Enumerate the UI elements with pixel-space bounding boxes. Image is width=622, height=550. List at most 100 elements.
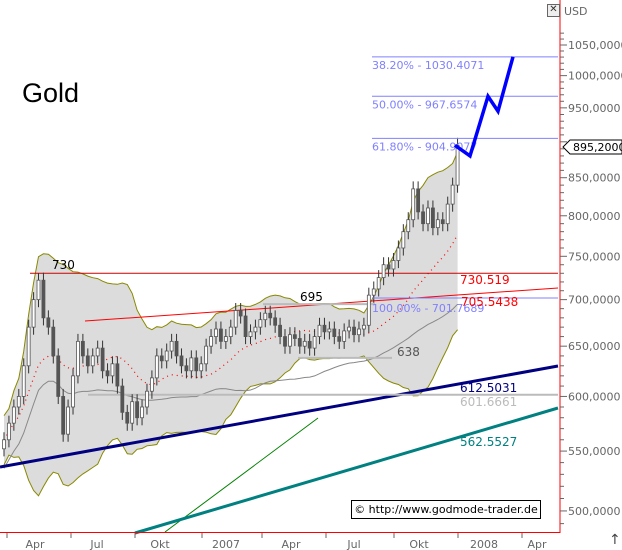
candle	[154, 348, 159, 386]
candle-body	[90, 355, 95, 367]
candle-body	[189, 357, 194, 372]
y-tick-label: 800,0000	[568, 210, 621, 223]
candle	[71, 368, 75, 415]
candle-body	[46, 317, 51, 328]
candle	[268, 305, 273, 326]
candle-body	[243, 315, 248, 337]
candle-body	[214, 328, 218, 337]
candle	[317, 317, 322, 345]
scroll-up-arrow-icon[interactable]: ↑	[609, 532, 621, 548]
candle-body	[164, 350, 169, 362]
candle	[248, 324, 253, 345]
candle-body	[223, 336, 228, 342]
candle-body	[258, 319, 263, 328]
candle-body	[66, 406, 70, 435]
candle-body	[297, 338, 302, 347]
candles	[2, 137, 460, 457]
candle	[66, 399, 70, 442]
candle-body	[233, 310, 238, 328]
candle	[322, 317, 327, 340]
lower-band	[3, 329, 458, 497]
x-tick-label: Jul	[89, 538, 103, 550]
candle	[36, 273, 41, 308]
candle	[194, 350, 199, 379]
candle	[31, 292, 36, 335]
candle	[342, 323, 347, 349]
candle-body	[159, 355, 164, 362]
candle-body	[268, 312, 273, 319]
candle-body	[219, 328, 223, 342]
navy-trendline	[0, 364, 559, 469]
candle-body	[352, 326, 356, 336]
candle-body	[41, 279, 46, 319]
candle	[219, 321, 223, 349]
candle-body	[95, 347, 100, 357]
candle	[189, 350, 194, 379]
candle	[100, 340, 105, 379]
candle-body	[307, 340, 312, 349]
candle-body	[85, 355, 90, 367]
candle	[440, 212, 445, 232]
candle	[140, 399, 144, 426]
candle-body	[71, 375, 75, 408]
candle-body	[209, 336, 213, 347]
candle-body	[401, 231, 406, 249]
candle-body	[194, 357, 199, 372]
candle-body	[366, 294, 371, 326]
candle	[450, 177, 455, 212]
annotations: 730 695 638 730.519 705.5438 612.5031 60…	[52, 258, 518, 449]
candle	[426, 200, 430, 232]
candle	[174, 333, 179, 364]
candle	[401, 224, 406, 256]
candle	[149, 370, 154, 399]
candle-body	[228, 326, 233, 337]
candle-body	[7, 422, 11, 441]
candle-body	[125, 411, 130, 424]
candle	[352, 319, 356, 343]
candle-body	[253, 326, 258, 333]
candle	[16, 388, 21, 415]
candle-body	[31, 299, 36, 328]
candle-body	[179, 355, 184, 367]
candle-body	[416, 188, 421, 213]
candle	[95, 340, 100, 364]
candle-body	[342, 330, 347, 342]
y-tick-label: 700,0000	[568, 294, 621, 307]
candle-body	[16, 396, 21, 408]
candle-body	[381, 264, 386, 278]
candle	[125, 404, 130, 431]
candle	[110, 356, 115, 384]
close-button[interactable]: ✕	[547, 4, 560, 17]
projection-line	[453, 56, 515, 159]
candle	[115, 356, 120, 394]
candle	[416, 181, 421, 220]
candle	[435, 212, 440, 236]
candle	[283, 329, 287, 354]
candle-body	[411, 188, 416, 221]
candle-body	[357, 328, 361, 336]
candle	[357, 321, 361, 343]
candle	[120, 378, 125, 420]
static-lines	[0, 287, 559, 535]
candle-body	[371, 288, 376, 296]
current-price-tag: 895,2000	[562, 139, 622, 155]
candle-body	[105, 370, 110, 377]
red-line-label: 730.519	[460, 273, 510, 287]
candle-body	[140, 406, 144, 419]
horizontal-levels	[30, 272, 558, 396]
candle-body	[337, 336, 342, 342]
candle-body	[391, 260, 396, 270]
candle	[381, 257, 386, 286]
candle	[223, 329, 228, 349]
candle	[179, 348, 184, 374]
teal-trend-label: 562.5527	[460, 435, 517, 449]
candle-body	[21, 365, 26, 397]
candle-body	[100, 347, 105, 372]
candle-body	[347, 326, 352, 332]
candle-body	[445, 203, 450, 225]
candle-body	[386, 264, 391, 270]
currency-label: USD	[564, 5, 588, 18]
candle	[46, 310, 51, 335]
candle	[159, 348, 164, 369]
fib-level-label: 38.20% - 1030.4071	[372, 59, 484, 72]
